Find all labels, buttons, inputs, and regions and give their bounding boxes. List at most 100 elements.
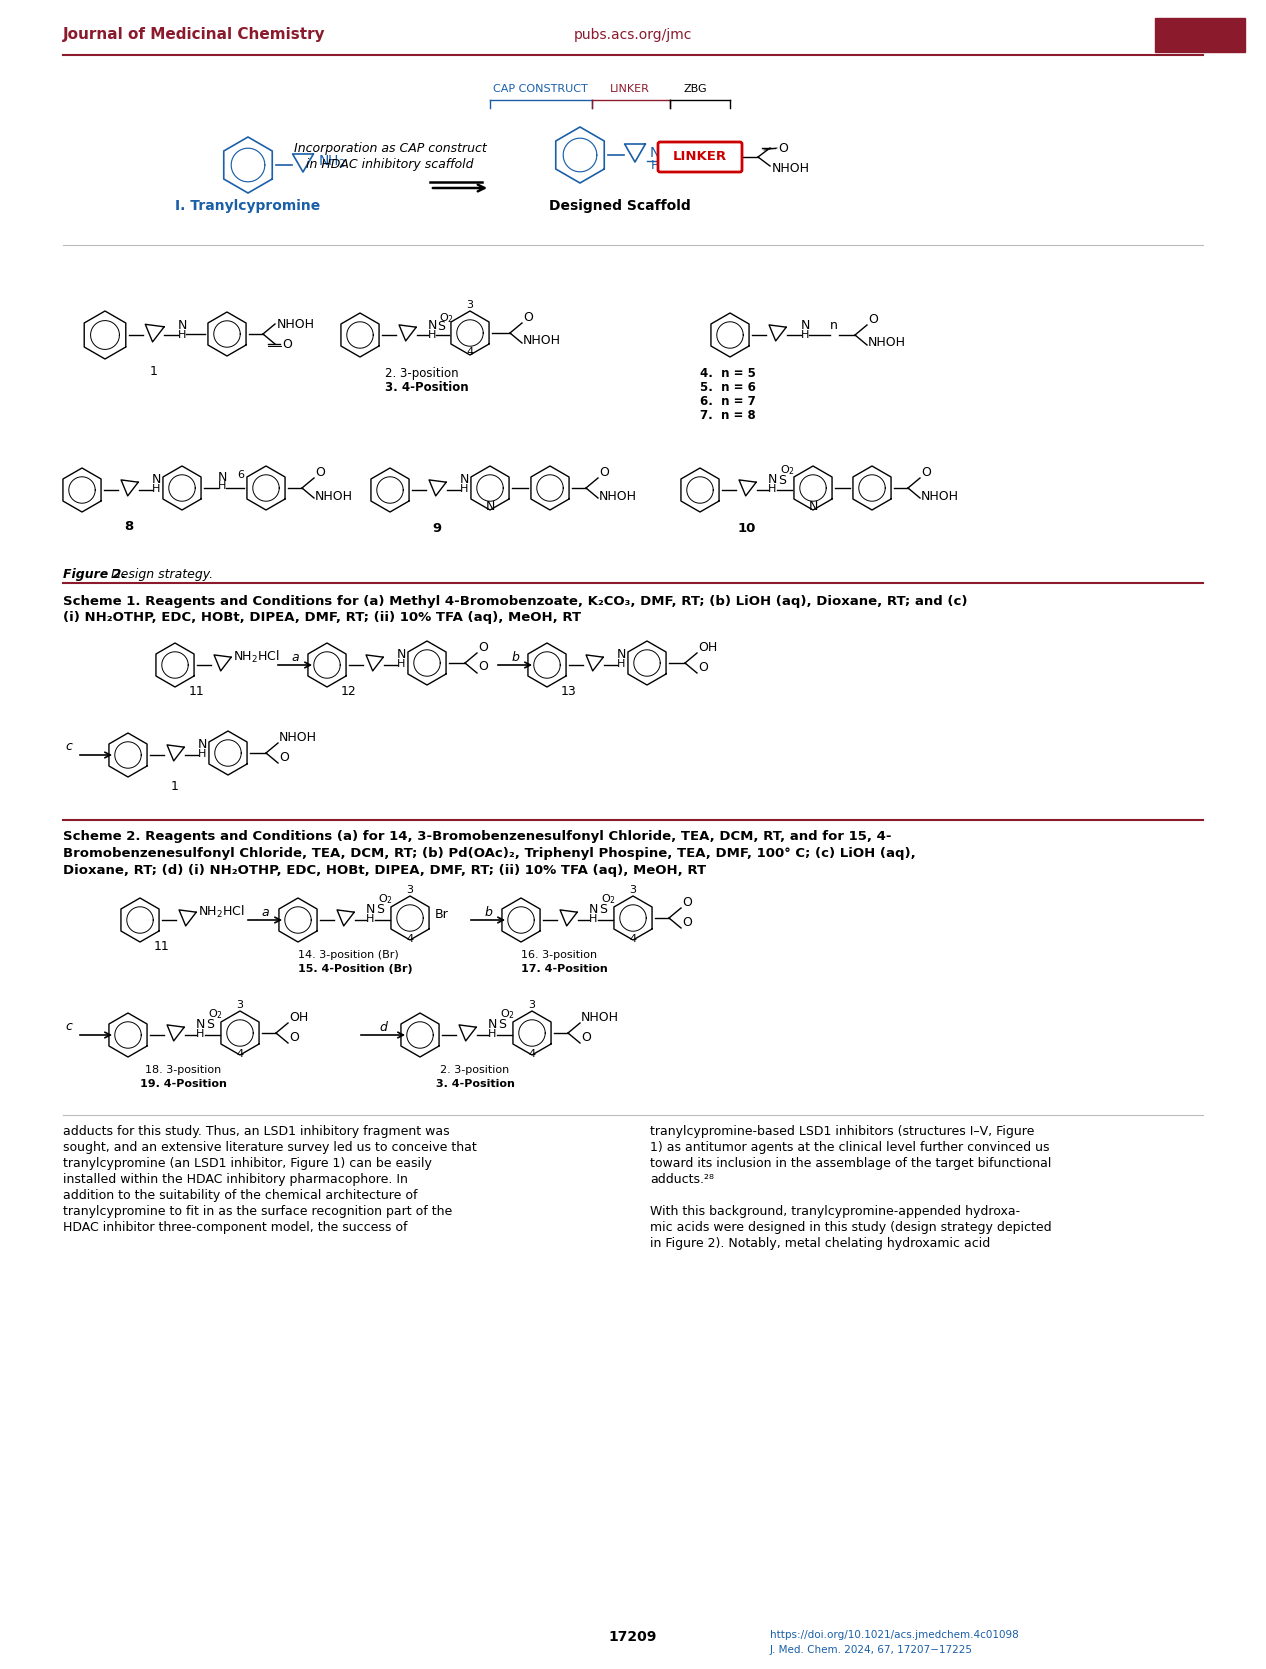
Text: O: O: [315, 466, 325, 479]
Text: addition to the suitability of the chemical architecture of: addition to the suitability of the chemi…: [63, 1188, 418, 1202]
Text: O: O: [868, 314, 877, 325]
Text: H: H: [589, 915, 598, 925]
Text: With this background, tranylcypromine-appended hydroxa-: With this background, tranylcypromine-ap…: [649, 1205, 1020, 1218]
Text: H: H: [768, 484, 776, 494]
Text: H: H: [179, 330, 186, 340]
Text: NHOH: NHOH: [772, 162, 810, 175]
Text: O$_2$: O$_2$: [439, 310, 454, 325]
Text: J. Med. Chem. 2024, 67, 17207−17225: J. Med. Chem. 2024, 67, 17207−17225: [770, 1646, 974, 1656]
Text: NHOH: NHOH: [599, 489, 637, 502]
Text: N: N: [589, 903, 599, 916]
Text: n: n: [830, 319, 838, 332]
Text: H: H: [460, 484, 468, 494]
Text: LINKER: LINKER: [674, 150, 727, 164]
Text: NHOH: NHOH: [277, 317, 315, 330]
Text: b: b: [511, 651, 519, 664]
Text: NH$_2$HCl: NH$_2$HCl: [233, 649, 280, 666]
Text: O: O: [682, 916, 693, 930]
Text: O: O: [581, 1031, 591, 1045]
Text: S: S: [779, 474, 786, 487]
Text: N: N: [152, 472, 161, 486]
Text: 11: 11: [189, 684, 205, 698]
Text: Article: Article: [1175, 28, 1224, 42]
Text: 4.  n = 5: 4. n = 5: [700, 367, 756, 381]
Text: 4: 4: [237, 1050, 243, 1060]
Text: N: N: [801, 319, 810, 332]
Text: 14. 3-position (Br): 14. 3-position (Br): [298, 950, 399, 960]
Text: N: N: [398, 648, 406, 661]
Text: NH$_2$: NH$_2$: [318, 154, 346, 170]
Text: a: a: [291, 651, 299, 664]
Text: NHOH: NHOH: [581, 1011, 619, 1025]
Text: Journal of Medicinal Chemistry: Journal of Medicinal Chemistry: [63, 27, 325, 42]
Text: 2. 3-position: 2. 3-position: [385, 367, 458, 381]
Text: S: S: [498, 1018, 506, 1031]
Text: c: c: [65, 739, 72, 753]
Text: H: H: [428, 330, 437, 340]
Bar: [1155, 18, 1244, 52]
Text: pubs.acs.org/jmc: pubs.acs.org/jmc: [573, 28, 693, 42]
Text: N: N: [485, 501, 495, 512]
Text: adducts.²⁸: adducts.²⁸: [649, 1173, 714, 1187]
Text: 12: 12: [341, 684, 357, 698]
Text: Scheme 2. Reagents and Conditions (a) for 14, 3-Bromobenzenesulfonyl Chloride, T: Scheme 2. Reagents and Conditions (a) fo…: [63, 829, 891, 843]
Text: 3: 3: [466, 300, 473, 310]
Text: 3: 3: [406, 885, 414, 895]
Text: 4: 4: [406, 935, 414, 945]
Text: O$_2$: O$_2$: [601, 891, 617, 906]
Text: 10: 10: [738, 522, 756, 536]
Text: O: O: [289, 1031, 299, 1045]
Text: N: N: [649, 145, 660, 160]
Text: NHOH: NHOH: [920, 489, 960, 502]
Text: Br: Br: [436, 908, 448, 921]
Text: S: S: [206, 1018, 214, 1031]
Text: S: S: [376, 903, 384, 916]
Text: 2. 3-position: 2. 3-position: [441, 1065, 510, 1075]
Text: a: a: [261, 906, 268, 918]
Text: Designed Scaffold: Designed Scaffold: [549, 199, 691, 214]
Text: N: N: [218, 471, 228, 484]
Text: 3. 4-Position: 3. 4-Position: [436, 1078, 514, 1088]
Text: 17. 4-Position: 17. 4-Position: [522, 965, 608, 975]
FancyBboxPatch shape: [658, 142, 742, 172]
Text: 8: 8: [124, 521, 134, 532]
Text: O$_2$: O$_2$: [500, 1006, 515, 1021]
Text: N: N: [428, 319, 437, 332]
Text: https://doi.org/10.1021/acs.jmedchem.4c01098: https://doi.org/10.1021/acs.jmedchem.4c0…: [770, 1631, 1019, 1641]
Text: 3. 4-Position: 3. 4-Position: [385, 381, 468, 394]
Text: NHOH: NHOH: [868, 337, 906, 349]
Text: H: H: [197, 749, 206, 759]
Text: S: S: [437, 320, 446, 334]
Text: c: c: [65, 1020, 72, 1033]
Text: HDAC inhibitor three-component model, the success of: HDAC inhibitor three-component model, th…: [63, 1222, 408, 1233]
Text: 3: 3: [528, 1000, 536, 1010]
Text: O: O: [479, 641, 487, 654]
Text: adducts for this study. Thus, an LSD1 inhibitory fragment was: adducts for this study. Thus, an LSD1 in…: [63, 1125, 449, 1138]
Text: 16. 3-position: 16. 3-position: [522, 950, 598, 960]
Text: 18. 3-position: 18. 3-position: [144, 1065, 222, 1075]
Text: 13: 13: [561, 684, 577, 698]
Text: N: N: [366, 903, 376, 916]
Text: O$_2$: O$_2$: [379, 891, 392, 906]
Text: tranylcypromine-based LSD1 inhibitors (structures I–V, Figure: tranylcypromine-based LSD1 inhibitors (s…: [649, 1125, 1034, 1138]
Text: 1) as antitumor agents at the clinical level further convinced us: 1) as antitumor agents at the clinical l…: [649, 1142, 1050, 1153]
Text: N: N: [487, 1018, 498, 1031]
Text: NHOH: NHOH: [315, 489, 353, 502]
Text: O: O: [779, 142, 787, 155]
Text: LINKER: LINKER: [610, 83, 649, 93]
Text: O: O: [920, 466, 931, 479]
Text: mic acids were designed in this study (design strategy depicted: mic acids were designed in this study (d…: [649, 1222, 1052, 1233]
Text: Design strategy.: Design strategy.: [111, 567, 213, 581]
Text: 9: 9: [433, 522, 442, 536]
Text: in Figure 2). Notably, metal chelating hydroxamic acid: in Figure 2). Notably, metal chelating h…: [649, 1237, 990, 1250]
Text: H: H: [617, 659, 625, 669]
Text: toward its inclusion in the assemblage of the target bifunctional: toward its inclusion in the assemblage o…: [649, 1157, 1051, 1170]
Text: Bromobenzenesulfonyl Chloride, TEA, DCM, RT; (b) Pd(OAc)₂, Triphenyl Phospine, T: Bromobenzenesulfonyl Chloride, TEA, DCM,…: [63, 846, 915, 860]
Text: H: H: [487, 1030, 496, 1040]
Text: Dioxane, RT; (d) (i) NH₂OTHP, EDC, HOBt, DIPEA, DMF, RT; (ii) 10% TFA (aq), MeOH: Dioxane, RT; (d) (i) NH₂OTHP, EDC, HOBt,…: [63, 865, 706, 876]
Text: NH$_2$HCl: NH$_2$HCl: [197, 905, 244, 920]
Text: CAP CONSTRUCT: CAP CONSTRUCT: [492, 83, 587, 93]
Text: 4: 4: [528, 1050, 536, 1060]
Text: N: N: [768, 472, 777, 486]
Text: Incorporation as CAP construct: Incorporation as CAP construct: [294, 142, 486, 155]
